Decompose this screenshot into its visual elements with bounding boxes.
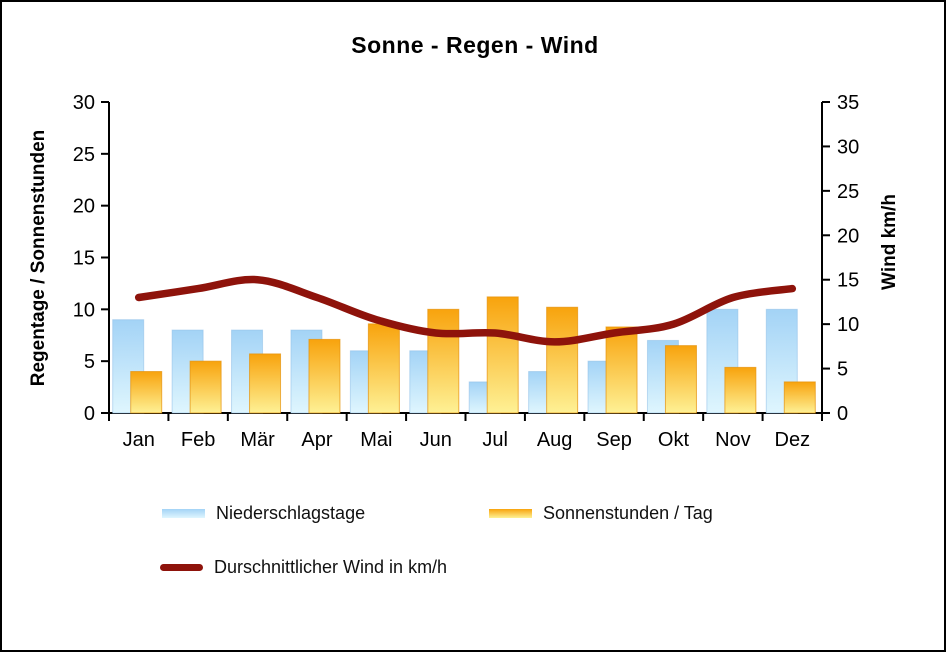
sun-hours-bar xyxy=(724,366,757,414)
sun-hours-bar xyxy=(249,353,282,414)
left-axis-tick-label: 5 xyxy=(84,351,95,373)
x-axis-month-label: Mär xyxy=(240,429,275,451)
sun-hours-bar xyxy=(486,296,519,414)
x-axis-month-label: Feb xyxy=(181,429,215,451)
legend-item-sonnenstunden: Sonnenstunden / Tag xyxy=(489,502,713,523)
wind-line xyxy=(134,275,797,346)
right-axis-tick-label: 10 xyxy=(837,314,859,336)
blue-bar-swatch-icon xyxy=(162,508,205,518)
x-axis-month-label: Aug xyxy=(537,429,573,451)
sun-hours-bar xyxy=(605,326,638,414)
sun-hours-bar xyxy=(427,308,460,414)
left-axis-tick-label: 10 xyxy=(73,299,95,321)
legend-label: Sonnenstunden / Tag xyxy=(543,502,713,523)
left-axis-tick-label: 0 xyxy=(84,403,95,425)
legend-item-niederschlagstage: Niederschlagstage xyxy=(162,502,366,523)
right-axis-title: Wind km/h xyxy=(879,194,900,290)
right-axis-tick-label: 20 xyxy=(837,225,859,247)
right-axis-tick-label: 5 xyxy=(837,359,848,381)
sun-hours-bar xyxy=(546,306,579,414)
sun-hours-bar xyxy=(367,323,400,414)
x-axis-month-label: Okt xyxy=(658,429,690,451)
x-axis-month-label: Sep xyxy=(596,429,632,451)
x-axis-month-label: Jul xyxy=(482,429,508,451)
left-axis-tick-label: 15 xyxy=(73,248,95,270)
orange-bar-swatch-icon xyxy=(489,508,532,518)
x-axis-month-label: Jun xyxy=(420,429,452,451)
sun-hours-bar xyxy=(130,371,163,414)
x-axis-month-label: Jan xyxy=(123,429,155,451)
sun-hours-bar xyxy=(189,360,222,414)
legend-item-wind: Durschnittlicher Wind in km/h xyxy=(160,556,448,577)
x-axis-month-label: Apr xyxy=(301,429,332,451)
sun-hours-bar xyxy=(664,345,697,414)
left-axis-title: Regentage / Sonnenstunden xyxy=(28,129,49,387)
right-axis-tick-label: 30 xyxy=(837,136,859,158)
right-axis-tick-label: 25 xyxy=(837,181,859,203)
x-axis-month-label: Dez xyxy=(775,429,811,451)
x-axis-month-label: Nov xyxy=(715,429,751,451)
left-axis-tick-label: 25 xyxy=(73,144,95,166)
legend-label: Durschnittlicher Wind in km/h xyxy=(214,556,448,577)
dark-red-line-swatch-icon xyxy=(160,563,203,571)
right-axis-tick-label: 0 xyxy=(837,403,848,425)
right-axis-tick-label: 15 xyxy=(837,270,859,292)
legend-label: Niederschlagstage xyxy=(216,502,366,523)
x-axis-month-label: Mai xyxy=(360,429,392,451)
left-axis-tick-label: 20 xyxy=(73,196,95,218)
left-axis-tick-label: 30 xyxy=(73,92,95,114)
sun-hours-bar xyxy=(783,381,816,414)
chart-plot-area: 0 5 10 15 20 25 30 0 5 10 15 20 25 30 35 Jan Feb Mär Apr Ma… xyxy=(73,92,860,451)
chart-title: Sonne - Regen - Wind xyxy=(351,32,599,58)
sun-hours-bar xyxy=(308,338,341,414)
right-axis-tick-label: 35 xyxy=(837,92,859,114)
